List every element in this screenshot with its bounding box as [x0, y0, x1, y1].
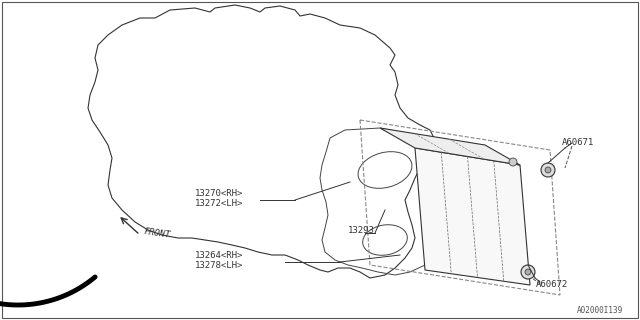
Circle shape — [521, 265, 535, 279]
Circle shape — [541, 163, 555, 177]
Text: A02000I139: A02000I139 — [577, 306, 623, 315]
Text: FRONT: FRONT — [143, 227, 171, 240]
Text: 13278<LH>: 13278<LH> — [195, 261, 243, 270]
Circle shape — [545, 167, 551, 173]
Circle shape — [525, 269, 531, 275]
Polygon shape — [415, 148, 530, 285]
Text: 13272<LH>: 13272<LH> — [195, 199, 243, 208]
Text: A60672: A60672 — [536, 280, 568, 289]
Text: 13293: 13293 — [348, 226, 375, 235]
Polygon shape — [380, 128, 520, 165]
Text: 13270<RH>: 13270<RH> — [195, 189, 243, 198]
Text: A60671: A60671 — [562, 138, 595, 147]
Circle shape — [509, 158, 517, 166]
Text: 13264<RH>: 13264<RH> — [195, 251, 243, 260]
